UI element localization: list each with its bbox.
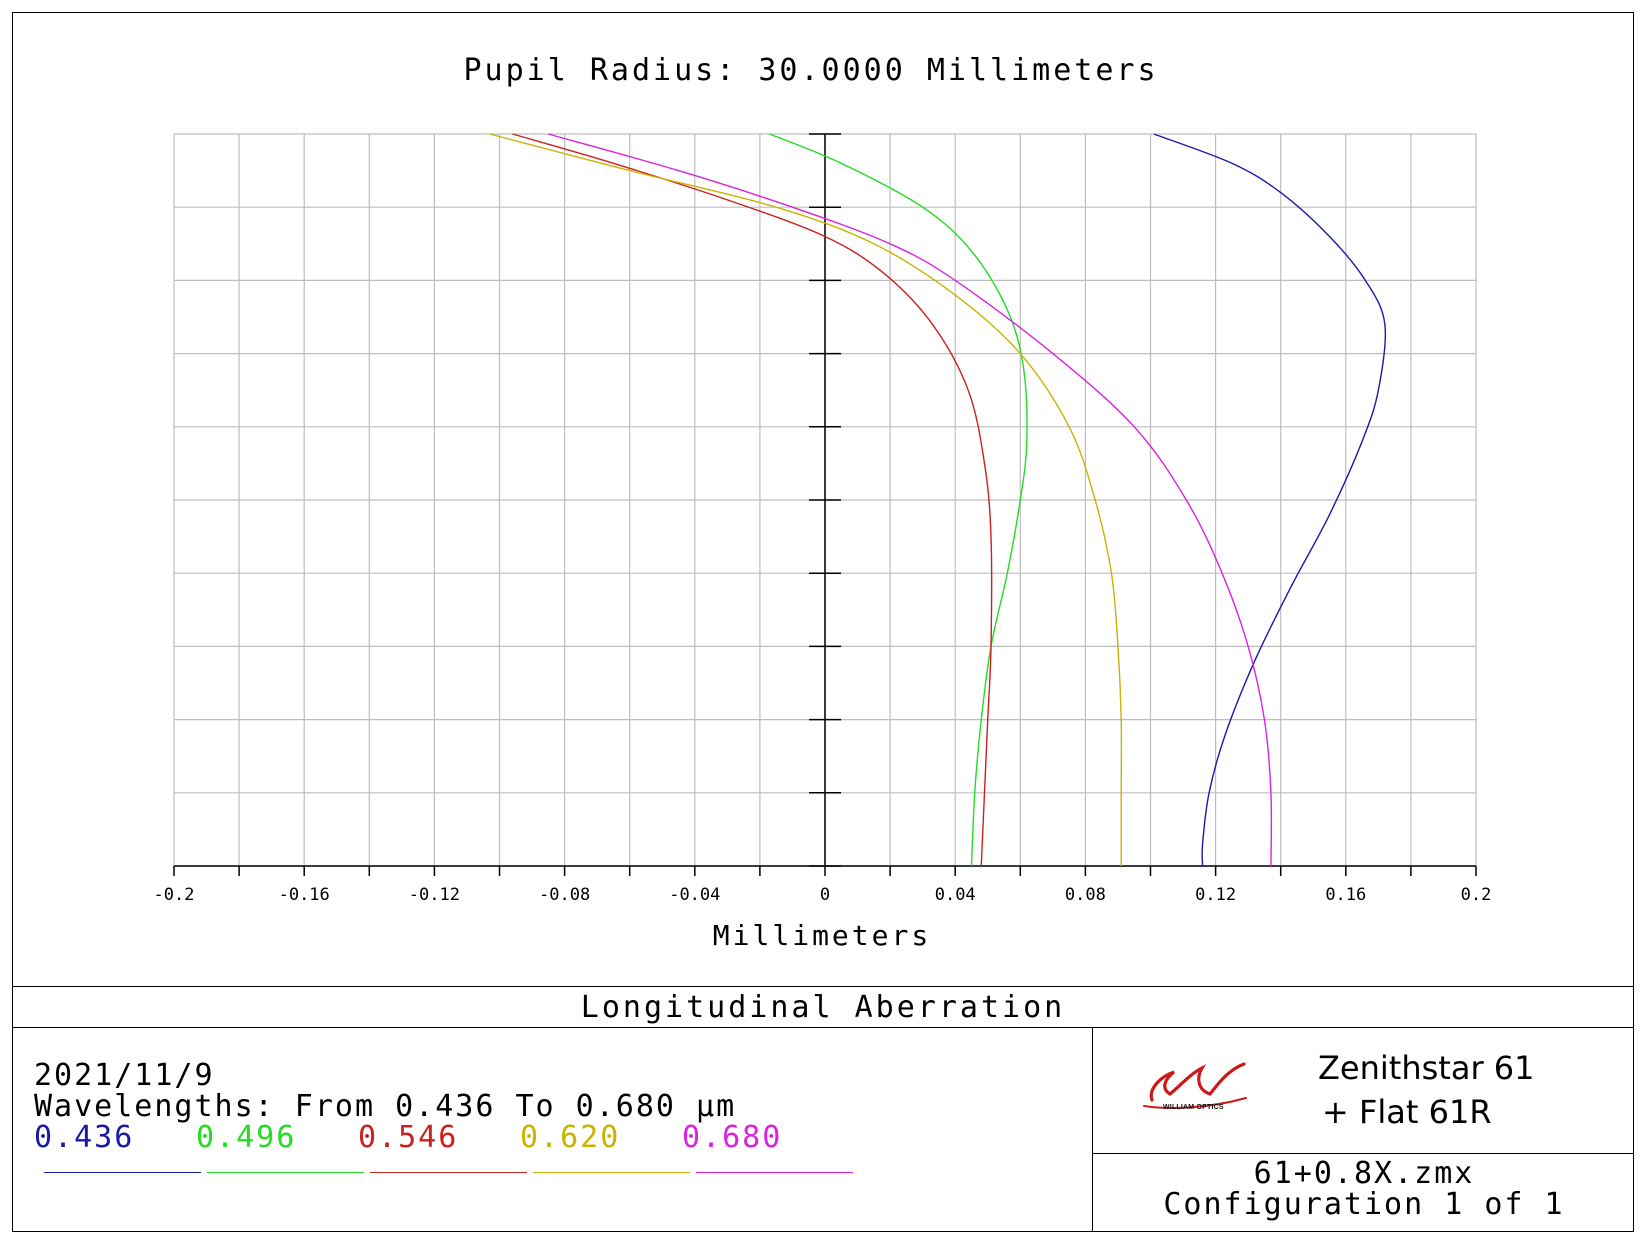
wavelength-2: 0.496 [196,1120,297,1155]
series-group [489,133,1387,867]
wavelength-3: 0.546 [358,1120,459,1155]
x-tick-label: 0.16 [1325,885,1366,905]
x-tick-label: 0 [820,885,830,905]
axes [173,133,1477,876]
file-info: 61+0.8X.zmx Configuration 1 of 1 [1094,1158,1634,1220]
wavelength-4: 0.620 [520,1120,621,1155]
brand-line-2: + Flat 61R [1322,1093,1492,1131]
x-tick-label: -0.16 [279,885,330,905]
x-tick-label: -0.04 [669,885,720,905]
file-name: 61+0.8X.zmx [1253,1156,1475,1191]
series-line-0.436 [1153,133,1387,867]
x-tick-label: -0.08 [539,885,590,905]
william-optics-logo-icon [1143,1062,1247,1109]
x-tick-labels: -0.2 -0.16 -0.12 -0.08 -0.04 0 0.04 0.08 0.12 0.1… [154,885,1492,905]
x-tick-label: 0.12 [1195,885,1236,905]
configuration-label: Configuration 1 of 1 [1163,1187,1565,1222]
panel-divider-vertical [1092,1028,1093,1232]
wavelength-1: 0.436 [34,1120,135,1155]
x-tick-label: -0.2 [154,885,195,905]
plot-type-box: Longitudinal Aberration [12,986,1634,1028]
chart: Pupil Radius: 30.0000 Millimeters -0.2 -0… [154,53,1492,952]
wavelength-range: Wavelengths: From 0.436 To 0.680 µm [34,1089,737,1124]
brand-block: Zenithstar 61 + Flat 61R [1318,1046,1534,1134]
series-line-0.680 [548,133,1273,867]
x-tick-label: -0.12 [409,885,460,905]
plot-type-title: Longitudinal Aberration [580,989,1066,1025]
wavelength-legend-lines [44,1172,853,1173]
x-tick-label: 0.04 [935,885,976,905]
x-axis-label: Millimeters [713,919,931,952]
brand-line-1: Zenithstar 61 [1318,1049,1535,1087]
series-line-0.546 [512,133,993,867]
plot-frame [12,12,1634,1232]
x-tick-label: 0.08 [1065,885,1106,905]
legend-line-2 [207,1172,364,1173]
chart-title: Pupil Radius: 30.0000 Millimeters [463,53,1158,88]
info-panel: 2021/11/9 Wavelengths: From 0.436 To 0.6… [34,1060,844,1153]
date-label: 2021/11/9 [34,1058,215,1093]
wavelength-5: 0.680 [682,1120,783,1155]
legend-line-3 [370,1172,527,1173]
logo-text: WILLIAM OPTICS [1163,1104,1224,1111]
legend-line-1 [44,1172,201,1173]
wavelength-values: 0.436 0.496 0.546 0.620 0.680 [34,1122,844,1153]
series-line-0.496 [769,133,1028,867]
legend-line-5 [696,1172,853,1173]
x-tick-label: 0.2 [1461,885,1492,905]
series-line-0.620 [489,133,1123,867]
panel-divider-horizontal [1092,1153,1634,1154]
legend-line-4 [533,1172,690,1173]
